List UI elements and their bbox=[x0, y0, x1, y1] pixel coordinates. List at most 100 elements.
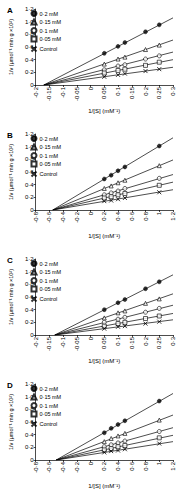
svg-text:-0·2: -0·2 bbox=[33, 336, 39, 347]
svg-text:Control: Control bbox=[40, 421, 58, 427]
svg-text:0·2: 0·2 bbox=[25, 444, 34, 450]
svg-text:-0·15: -0·15 bbox=[46, 336, 52, 351]
svg-text:0·05 mM: 0·05 mM bbox=[40, 161, 62, 167]
svg-text:0·2: 0·2 bbox=[25, 194, 34, 200]
svg-text:0·2 mM: 0·2 mM bbox=[40, 386, 59, 392]
svg-text:-0·1: -0·1 bbox=[60, 336, 66, 347]
svg-text:0·05 mM: 0·05 mM bbox=[40, 36, 62, 42]
svg-text:0·15 mM: 0·15 mM bbox=[40, 144, 62, 150]
svg-text:0·25: 0·25 bbox=[156, 336, 162, 349]
svg-text:1/[S] (mM⁻¹): 1/[S] (mM⁻¹) bbox=[88, 483, 120, 489]
svg-text:1/[S] (mM⁻¹): 1/[S] (mM⁻¹) bbox=[88, 233, 120, 239]
svg-text:-0·2: -0·2 bbox=[74, 461, 80, 472]
svg-text:0·8: 0·8 bbox=[24, 156, 34, 163]
svg-text:0·05 mM: 0·05 mM bbox=[40, 411, 62, 417]
svg-text:0·8: 0·8 bbox=[143, 461, 149, 470]
svg-text:0: 0 bbox=[88, 211, 94, 215]
svg-text:1·2: 1·2 bbox=[170, 461, 176, 470]
svg-text:1·0: 1·0 bbox=[24, 268, 34, 275]
svg-text:Control: Control bbox=[40, 296, 58, 302]
svg-text:1: 1 bbox=[156, 211, 162, 215]
svg-text:0·1 mM: 0·1 mM bbox=[40, 153, 59, 159]
svg-text:-0·1: -0·1 bbox=[60, 86, 66, 97]
svg-text:0·8: 0·8 bbox=[143, 211, 149, 220]
svg-text:0·2 mM: 0·2 mM bbox=[40, 136, 59, 142]
svg-text:-0·2: -0·2 bbox=[33, 86, 39, 97]
svg-text:D: D bbox=[7, 381, 13, 390]
svg-text:1/[S] (mM⁻¹): 1/[S] (mM⁻¹) bbox=[88, 108, 120, 114]
svg-text:1·2: 1·2 bbox=[24, 381, 34, 387]
svg-text:-0·05: -0·05 bbox=[74, 86, 80, 101]
svg-text:0·15 mM: 0·15 mM bbox=[40, 19, 62, 25]
svg-text:0·25: 0·25 bbox=[156, 86, 162, 99]
svg-text:-0·15: -0·15 bbox=[46, 86, 52, 101]
svg-text:0·3: 0·3 bbox=[170, 86, 176, 95]
svg-text:0·4: 0·4 bbox=[115, 461, 121, 470]
svg-text:0·2: 0·2 bbox=[101, 211, 107, 220]
svg-text:0: 0 bbox=[88, 86, 94, 90]
svg-text:-0·2: -0·2 bbox=[74, 211, 80, 222]
svg-text:-0·8: -0·8 bbox=[33, 461, 39, 472]
svg-text:0·15 mM: 0·15 mM bbox=[40, 394, 62, 400]
svg-text:0·2: 0·2 bbox=[143, 86, 149, 95]
svg-text:1/v (μmol⁻¹ min g ×10²): 1/v (μmol⁻¹ min g ×10²) bbox=[8, 269, 14, 325]
svg-text:0: 0 bbox=[88, 461, 94, 465]
svg-text:0·6: 0·6 bbox=[129, 211, 135, 220]
svg-text:-0·4: -0·4 bbox=[60, 211, 66, 222]
svg-text:1·2: 1·2 bbox=[24, 6, 34, 12]
svg-text:0·6: 0·6 bbox=[24, 294, 34, 300]
svg-text:0·2 mM: 0·2 mM bbox=[40, 11, 59, 17]
svg-text:0·15: 0·15 bbox=[129, 336, 135, 349]
svg-text:0·1 mM: 0·1 mM bbox=[40, 278, 59, 284]
svg-text:1/[S] (mM⁻¹): 1/[S] (mM⁻¹) bbox=[88, 358, 120, 364]
svg-text:0·2: 0·2 bbox=[101, 461, 107, 470]
svg-text:1: 1 bbox=[156, 461, 162, 465]
svg-text:1·2: 1·2 bbox=[24, 256, 34, 262]
svg-text:1/v (μmol⁻¹ min g ×10²): 1/v (μmol⁻¹ min g ×10²) bbox=[8, 19, 14, 75]
svg-text:-0·05: -0·05 bbox=[74, 336, 80, 351]
svg-text:0·8: 0·8 bbox=[24, 31, 34, 38]
svg-text:0·4: 0·4 bbox=[25, 307, 34, 313]
svg-text:-0·6: -0·6 bbox=[46, 461, 52, 472]
svg-text:C: C bbox=[7, 256, 13, 265]
svg-text:0·8: 0·8 bbox=[24, 281, 34, 288]
svg-text:0·15: 0·15 bbox=[129, 86, 135, 99]
svg-text:0·4: 0·4 bbox=[25, 182, 34, 188]
svg-text:0·05: 0·05 bbox=[101, 336, 107, 349]
svg-text:B: B bbox=[7, 131, 13, 140]
svg-text:0·05 mM: 0·05 mM bbox=[40, 286, 62, 292]
svg-text:0·2: 0·2 bbox=[25, 69, 34, 75]
svg-text:-0·4: -0·4 bbox=[60, 461, 66, 472]
svg-text:0·1: 0·1 bbox=[115, 336, 121, 345]
svg-text:-0·8: -0·8 bbox=[33, 211, 39, 222]
svg-text:0·6: 0·6 bbox=[24, 419, 34, 425]
svg-text:1/v (μmol⁻¹ min g ×10²): 1/v (μmol⁻¹ min g ×10²) bbox=[8, 144, 14, 200]
svg-text:Control: Control bbox=[40, 171, 58, 177]
svg-text:0·15 mM: 0·15 mM bbox=[40, 269, 62, 275]
svg-text:0·2 mM: 0·2 mM bbox=[40, 261, 59, 267]
svg-text:0·4: 0·4 bbox=[25, 57, 34, 63]
svg-text:-0·6: -0·6 bbox=[46, 211, 52, 222]
svg-text:1·0: 1·0 bbox=[24, 143, 34, 150]
svg-text:1·0: 1·0 bbox=[24, 393, 34, 400]
svg-text:0·4: 0·4 bbox=[115, 211, 121, 220]
svg-text:A: A bbox=[7, 6, 13, 15]
svg-text:1/v (μmol⁻¹ min g ×10²): 1/v (μmol⁻¹ min g ×10²) bbox=[8, 394, 14, 450]
svg-text:0·2: 0·2 bbox=[25, 319, 34, 325]
svg-text:0·4: 0·4 bbox=[25, 432, 34, 438]
svg-text:0·05: 0·05 bbox=[101, 86, 107, 99]
svg-text:1·2: 1·2 bbox=[24, 131, 34, 137]
svg-text:0·1: 0·1 bbox=[115, 86, 121, 95]
svg-text:0·8: 0·8 bbox=[24, 406, 34, 413]
svg-text:0·6: 0·6 bbox=[24, 44, 34, 50]
svg-text:0·6: 0·6 bbox=[24, 169, 34, 175]
svg-text:1·0: 1·0 bbox=[24, 18, 34, 25]
svg-text:0·2: 0·2 bbox=[143, 336, 149, 345]
svg-text:0·3: 0·3 bbox=[170, 336, 176, 345]
svg-text:1·2: 1·2 bbox=[170, 211, 176, 220]
svg-text:0·1 mM: 0·1 mM bbox=[40, 28, 59, 34]
svg-text:0: 0 bbox=[88, 336, 94, 340]
svg-text:0·1 mM: 0·1 mM bbox=[40, 403, 59, 409]
svg-text:0·6: 0·6 bbox=[129, 461, 135, 470]
svg-text:Control: Control bbox=[40, 46, 58, 52]
